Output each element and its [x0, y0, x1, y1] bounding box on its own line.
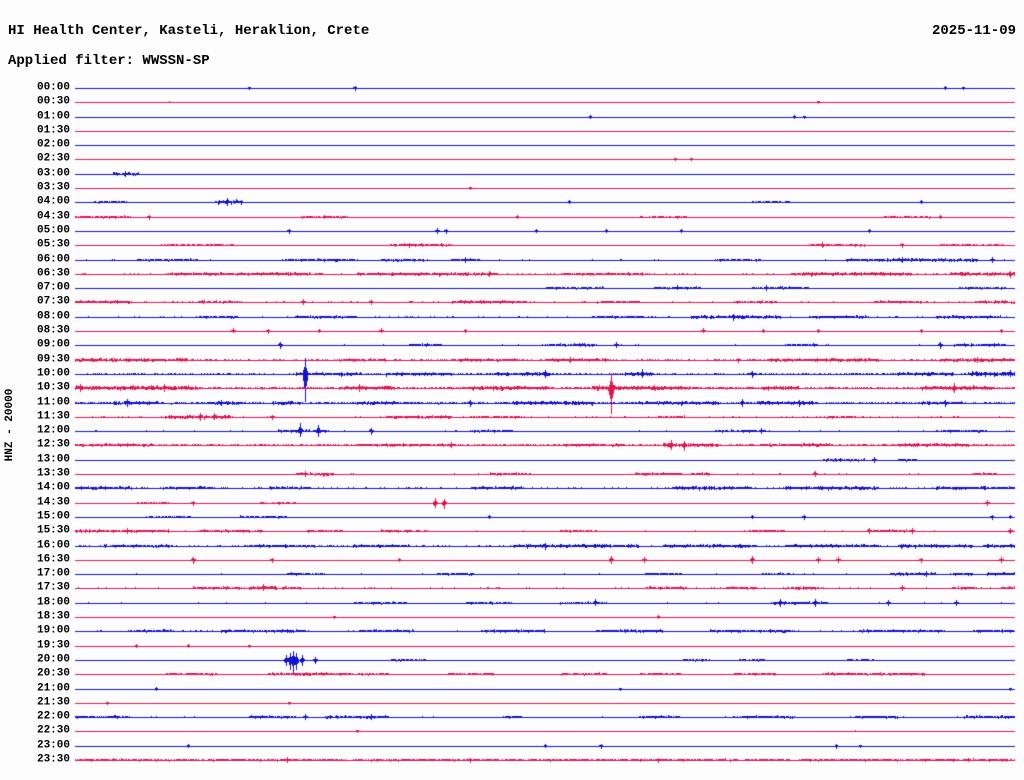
row-time-label: 08:00	[36, 310, 70, 323]
row-time-label: 19:00	[36, 624, 70, 637]
row-time-label: 03:00	[36, 167, 70, 180]
row-time-label: 20:30	[36, 667, 70, 680]
row-time-label: 10:00	[36, 367, 70, 380]
row-time-label: 02:30	[36, 152, 70, 165]
row-time-label: 04:00	[36, 195, 70, 208]
row-time-label: 22:00	[36, 710, 70, 723]
row-time-label: 02:00	[36, 138, 70, 151]
row-time-label: 13:30	[36, 467, 70, 480]
row-time-label: 15:30	[36, 524, 70, 537]
row-time-label: 01:00	[36, 110, 70, 123]
row-time-label: 07:30	[36, 295, 70, 308]
row-time-label: 13:00	[36, 453, 70, 466]
row-time-label: 06:00	[36, 253, 70, 266]
row-time-label: 16:30	[36, 553, 70, 566]
row-time-label: 23:00	[36, 739, 70, 752]
row-time-label: 20:00	[36, 653, 70, 666]
row-time-label: 23:30	[36, 753, 70, 766]
row-time-label: 22:30	[36, 724, 70, 737]
row-time-label: 17:30	[36, 581, 70, 594]
row-time-label: 18:30	[36, 610, 70, 623]
row-time-label: 10:30	[36, 381, 70, 394]
row-time-label: 00:00	[36, 81, 70, 94]
row-time-label: 08:30	[36, 324, 70, 337]
row-time-label: 06:30	[36, 267, 70, 280]
row-time-label: 12:30	[36, 438, 70, 451]
row-time-label: 05:30	[36, 238, 70, 251]
row-time-label: 11:30	[36, 410, 70, 423]
row-time-label: 05:00	[36, 224, 70, 237]
row-time-label: 21:30	[36, 696, 70, 709]
row-time-label: 03:30	[36, 181, 70, 194]
row-time-label: 12:00	[36, 424, 70, 437]
row-time-label: 19:30	[36, 639, 70, 652]
row-time-label: 11:00	[36, 396, 70, 409]
row-time-label: 00:30	[36, 95, 70, 108]
row-time-label: 07:00	[36, 281, 70, 294]
row-time-label: 09:00	[36, 338, 70, 351]
row-time-label: 16:00	[36, 539, 70, 552]
row-time-label: 14:30	[36, 496, 70, 509]
row-time-label: 18:00	[36, 596, 70, 609]
row-time-label: 21:00	[36, 682, 70, 695]
row-time-label: 14:00	[36, 481, 70, 494]
row-time-label: 04:30	[36, 210, 70, 223]
row-time-label: 17:00	[36, 567, 70, 580]
row-time-label: 01:30	[36, 124, 70, 137]
row-time-label: 09:30	[36, 353, 70, 366]
row-time-label: 15:00	[36, 510, 70, 523]
